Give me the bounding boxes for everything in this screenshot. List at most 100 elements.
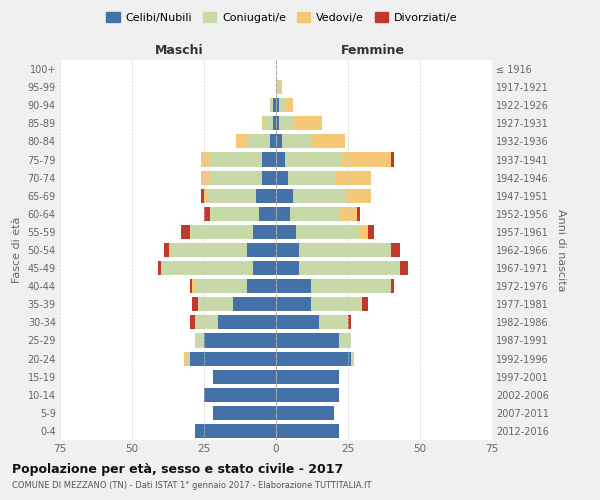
Bar xyxy=(299,261,400,275)
Bar xyxy=(253,261,276,275)
Bar xyxy=(196,334,204,347)
Bar xyxy=(262,152,276,166)
Bar xyxy=(345,188,371,203)
Bar xyxy=(290,207,340,221)
Bar xyxy=(276,170,287,184)
Bar xyxy=(340,334,351,347)
Bar xyxy=(273,98,276,112)
Bar xyxy=(270,98,273,112)
Bar xyxy=(196,316,218,330)
Bar xyxy=(342,152,391,166)
Text: Femmine: Femmine xyxy=(341,44,405,58)
Bar xyxy=(348,316,351,330)
Bar xyxy=(265,116,273,130)
Bar xyxy=(210,152,262,166)
Bar xyxy=(359,225,368,239)
Bar xyxy=(212,406,276,420)
Bar xyxy=(337,170,371,184)
Bar xyxy=(262,170,276,184)
Bar xyxy=(181,225,190,239)
Bar xyxy=(196,424,276,438)
Bar xyxy=(270,134,276,148)
Bar xyxy=(210,170,262,184)
Bar xyxy=(279,80,282,94)
Bar xyxy=(368,225,374,239)
Bar xyxy=(311,134,345,148)
Bar xyxy=(287,170,337,184)
Bar xyxy=(284,98,293,112)
Bar xyxy=(158,261,161,275)
Bar xyxy=(276,352,351,366)
Bar xyxy=(253,225,276,239)
Bar xyxy=(207,188,256,203)
Bar xyxy=(233,297,276,312)
Bar xyxy=(247,279,276,293)
Bar xyxy=(311,279,391,293)
Bar xyxy=(262,116,265,130)
Bar xyxy=(276,261,299,275)
Bar xyxy=(299,243,391,257)
Bar xyxy=(276,188,293,203)
Bar xyxy=(164,243,169,257)
Bar xyxy=(276,406,334,420)
Bar xyxy=(190,279,193,293)
Bar xyxy=(193,279,196,293)
Text: Popolazione per età, sesso e stato civile - 2017: Popolazione per età, sesso e stato civil… xyxy=(12,462,343,475)
Bar xyxy=(276,80,279,94)
Bar xyxy=(284,152,342,166)
Bar xyxy=(169,243,247,257)
Bar xyxy=(311,297,362,312)
Bar xyxy=(391,279,394,293)
Bar xyxy=(282,134,311,148)
Bar xyxy=(276,388,340,402)
Bar xyxy=(276,152,284,166)
Bar xyxy=(276,207,290,221)
Bar xyxy=(187,352,190,366)
Bar xyxy=(161,261,253,275)
Bar xyxy=(273,116,276,130)
Legend: Celibi/Nubili, Coniugati/e, Vedovi/e, Divorziati/e: Celibi/Nubili, Coniugati/e, Vedovi/e, Di… xyxy=(102,8,462,28)
Bar xyxy=(276,297,311,312)
Bar xyxy=(276,334,340,347)
Bar xyxy=(276,370,340,384)
Bar xyxy=(247,243,276,257)
Bar xyxy=(201,152,210,166)
Bar xyxy=(279,98,284,112)
Bar xyxy=(204,207,210,221)
Bar xyxy=(319,316,348,330)
Bar xyxy=(276,116,279,130)
Text: Maschi: Maschi xyxy=(154,44,203,58)
Bar xyxy=(276,98,279,112)
Bar xyxy=(198,297,233,312)
Bar xyxy=(212,370,276,384)
Bar xyxy=(259,207,276,221)
Bar xyxy=(400,261,409,275)
Bar xyxy=(190,316,196,330)
Bar xyxy=(236,134,247,148)
Y-axis label: Fasce di età: Fasce di età xyxy=(12,217,22,283)
Bar xyxy=(247,134,270,148)
Bar xyxy=(293,188,345,203)
Bar xyxy=(204,388,276,402)
Bar xyxy=(184,352,187,366)
Bar xyxy=(196,279,247,293)
Bar xyxy=(276,243,299,257)
Bar xyxy=(276,279,311,293)
Bar xyxy=(391,152,394,166)
Bar xyxy=(296,225,359,239)
Bar xyxy=(362,297,368,312)
Bar xyxy=(204,188,207,203)
Bar xyxy=(256,188,276,203)
Bar xyxy=(201,188,204,203)
Bar xyxy=(276,134,282,148)
Bar xyxy=(201,170,210,184)
Bar xyxy=(276,225,296,239)
Bar xyxy=(293,116,322,130)
Bar xyxy=(218,316,276,330)
Bar xyxy=(391,243,400,257)
Bar xyxy=(279,116,293,130)
Bar xyxy=(351,352,354,366)
Bar xyxy=(193,297,198,312)
Bar xyxy=(210,207,259,221)
Y-axis label: Anni di nascita: Anni di nascita xyxy=(556,209,566,291)
